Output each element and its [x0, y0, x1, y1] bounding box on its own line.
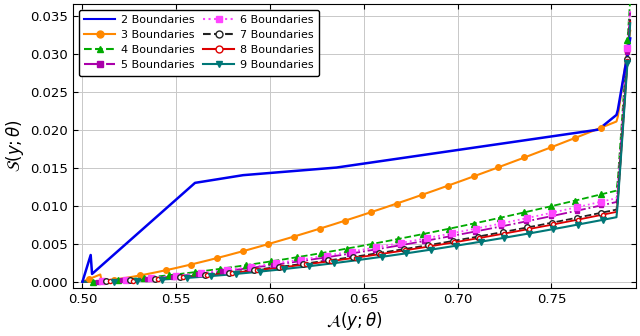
Y-axis label: $\mathcal{S}(y;\theta)$: $\mathcal{S}(y;\theta)$	[4, 120, 26, 172]
X-axis label: $\mathcal{A}(y;\theta)$: $\mathcal{A}(y;\theta)$	[326, 310, 383, 332]
Legend: 2 Boundaries, 3 Boundaries, 4 Boundaries, 5 Boundaries, 6 Boundaries, 7 Boundari: 2 Boundaries, 3 Boundaries, 4 Boundaries…	[79, 10, 319, 76]
